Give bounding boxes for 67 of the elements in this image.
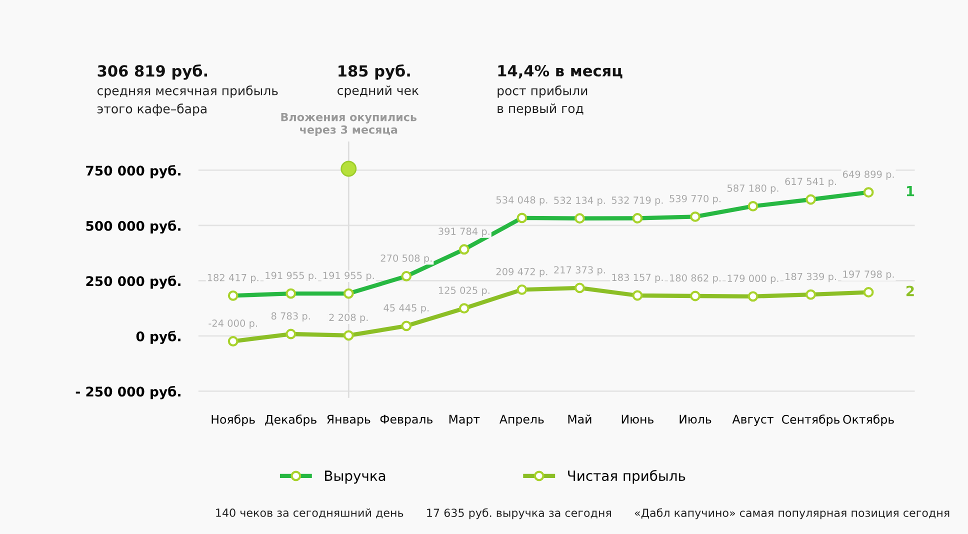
text: средний чек [338,86,419,98]
y-tick-label: 0 руб. [136,330,180,344]
text: 306 819 руб. [98,64,208,80]
point [343,330,354,341]
point [806,289,816,300]
y-tick-label: - 250 000 руб. [76,386,180,400]
legend-label: Выручка [325,470,386,484]
data-label: 187 339 р. [786,272,836,282]
data-label: 179 000 р. [728,274,778,284]
data-label: 270 508 р. [380,254,432,264]
data-label: 209 472 р. [496,268,548,278]
data-label: 191 955 р. [323,272,374,282]
data-label: 649 899 р. [842,170,894,180]
text: средняя месячная прибыль этого кафе–бара [97,85,278,116]
point [458,303,470,314]
data-label: 2 208 р. [329,314,368,323]
x-tick-label: Ноябрь [212,414,255,426]
data-label: 8 783 р. [271,312,310,322]
x-tick-label: Январь [327,414,370,426]
point [863,287,874,298]
data-label: 125 025 р. [438,286,490,296]
data-label: 180 862 р. [670,274,720,284]
data-label: 182 417 р. [208,274,258,284]
data-label: 534 048 р. [496,196,548,206]
text: 14,4% в месяц [498,64,622,78]
x-tick-label: Июль [680,414,712,424]
x-tick-label: Декабрь [265,414,316,426]
data-label: 183 157 р. [612,274,663,283]
y-tick-label: 750 000 руб. [86,165,180,178]
annotation: 2 [906,286,914,296]
point [516,284,528,295]
text: 185 руб. [338,64,410,80]
data-label: -24 000 р. [208,320,257,329]
x-tick-label: Июнь [622,414,654,424]
data-label: 191 955 р. [266,272,316,282]
point [748,291,758,302]
x-tick-label: Март [449,414,480,426]
text: «Дабл капучино» самая популярная позиция сегодня [634,508,950,520]
data-label: 532 134 р. [554,196,605,206]
ref-line-label: Вложения окупились через 3 месяца [281,113,417,136]
point [401,320,412,332]
x-tick-label: Сентябрь [782,414,840,426]
legend-label: Чистая прибыль [568,470,686,484]
x-tick-label: Октябрь [843,414,894,426]
data-label: 539 770 р. [670,194,720,204]
text: рост прибыли в первый год [498,85,588,116]
data-label: 217 373 р. [554,266,605,276]
y-tick-label: 500 000 руб. [86,220,180,234]
point [228,336,238,346]
text: 140 чеков за сегодняшний день [216,508,404,518]
annotation: 1 [906,186,914,196]
point [286,328,296,340]
x-tick-label: Февраль [380,414,433,426]
data-label: 45 445 р. [384,304,429,314]
point [690,290,700,302]
point [574,282,585,294]
x-tick-label: Май [568,414,592,424]
x-tick-label: Август [732,414,774,426]
data-label: 617 541 р. [785,178,836,188]
data-label: 391 784 р. [438,228,490,237]
y-tick-label: 250 000 руб. [86,275,180,289]
data-label: 532 719 р. [612,196,663,206]
point [632,290,643,301]
text: 17 635 руб. выручка за сегодня [427,508,611,520]
data-label: 197 798 р. [843,270,894,280]
x-tick-label: Апрель [500,414,544,426]
data-label: 587 180 р. [727,184,778,194]
